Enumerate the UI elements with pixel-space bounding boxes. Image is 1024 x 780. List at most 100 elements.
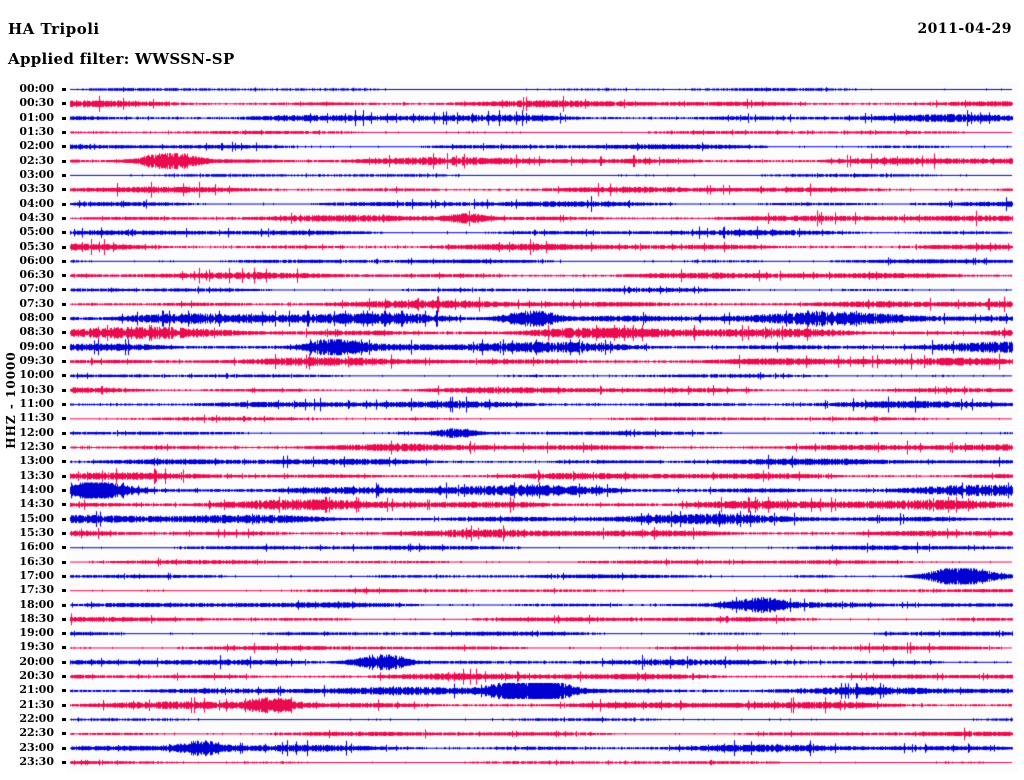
row-tick-mark	[62, 145, 66, 149]
time-axis-label: 18:00	[19, 597, 54, 611]
row-tick-mark	[62, 474, 66, 478]
row-tick-mark	[62, 274, 66, 278]
row-tick-mark	[62, 732, 66, 736]
row-tick-mark	[62, 88, 66, 91]
row-tick-mark	[62, 446, 66, 449]
time-axis-label: 05:00	[19, 225, 54, 239]
time-axis-label: 13:00	[19, 454, 54, 468]
row-tick-mark	[62, 317, 66, 321]
row-tick-mark	[62, 718, 66, 722]
time-axis-label: 09:30	[19, 354, 54, 368]
row-tick-mark	[62, 503, 66, 507]
time-axis-label: 04:00	[19, 196, 54, 210]
time-axis-label: 17:30	[19, 583, 54, 597]
time-axis-label: 11:00	[19, 397, 54, 411]
time-axis-label: 21:00	[19, 683, 54, 697]
row-tick-mark	[62, 589, 66, 593]
row-tick-mark	[62, 531, 66, 535]
time-axis-label: 16:00	[19, 540, 54, 554]
time-axis-label: 20:00	[19, 654, 54, 668]
time-axis-label: 23:00	[19, 740, 54, 754]
time-axis-label: 14:30	[19, 497, 54, 511]
row-tick-mark	[62, 245, 66, 249]
time-axis-label: 01:30	[19, 124, 54, 138]
row-tick-mark	[62, 102, 66, 106]
time-axis-label: 06:00	[19, 253, 54, 267]
row-tick-mark	[62, 460, 66, 464]
row-tick-mark	[62, 660, 66, 664]
row-tick-mark	[62, 403, 66, 407]
time-axis-label: 00:00	[19, 82, 54, 95]
row-tick-mark	[62, 761, 66, 765]
time-axis-label: 08:00	[19, 311, 54, 325]
row-tick-mark	[62, 574, 66, 578]
time-axis-label: 10:00	[19, 368, 54, 382]
time-axis-label: 11:30	[19, 411, 54, 425]
row-tick-mark	[62, 560, 66, 564]
time-axis-label: 23:30	[19, 755, 54, 769]
time-axis-label: 19:00	[19, 626, 54, 640]
row-tick-mark	[62, 388, 66, 392]
time-axis-label: 05:30	[19, 239, 54, 253]
time-axis-label: 09:00	[19, 339, 54, 353]
row-tick-mark	[62, 116, 66, 120]
row-tick-mark	[62, 188, 66, 192]
time-axis-label: 10:30	[19, 382, 54, 396]
time-axis-label: 07:30	[19, 296, 54, 310]
row-tick-mark	[62, 259, 66, 263]
time-axis-label: 15:30	[19, 525, 54, 539]
time-axis-label: 14:00	[19, 482, 54, 496]
row-tick-mark	[62, 202, 66, 206]
row-tick-mark	[62, 130, 66, 134]
time-axis-label: 03:00	[19, 167, 54, 181]
row-tick-mark	[62, 345, 66, 349]
time-axis-label: 03:30	[19, 182, 54, 196]
row-tick-mark	[62, 517, 66, 521]
row-tick-mark	[62, 331, 66, 335]
row-tick-mark	[62, 746, 66, 750]
time-axis-label: 17:00	[19, 568, 54, 582]
time-axis-label: 22:30	[19, 726, 54, 740]
row-tick-mark	[62, 675, 66, 679]
page-title: HA Tripoli	[8, 20, 100, 38]
time-axis-label: 15:00	[19, 511, 54, 525]
row-tick-mark	[62, 302, 66, 306]
row-tick-mark	[62, 689, 66, 693]
row-tick-mark	[62, 360, 66, 364]
time-axis-label: 02:30	[19, 153, 54, 167]
time-axis-label: 16:30	[19, 554, 54, 568]
time-axis-label: 12:30	[19, 440, 54, 453]
row-tick-mark	[62, 288, 66, 292]
time-axis-label: 12:00	[19, 425, 54, 439]
time-axis-label: 00:30	[19, 96, 54, 110]
time-axis-label: 02:00	[19, 139, 54, 153]
time-axis-label: 21:30	[19, 697, 54, 711]
row-tick-mark	[62, 417, 66, 421]
time-axis-label: 01:00	[19, 110, 54, 124]
time-axis-label: 22:00	[19, 712, 54, 726]
time-axis-label: 19:30	[19, 640, 54, 654]
time-axis-label: 20:30	[19, 669, 54, 683]
row-tick-mark	[62, 488, 66, 492]
time-axis-label: 18:30	[19, 611, 54, 625]
time-axis-label: 13:30	[19, 468, 54, 482]
row-tick-mark	[62, 173, 66, 177]
row-tick-mark	[62, 231, 66, 235]
row-tick-mark	[62, 646, 66, 650]
time-axis-label: 06:30	[19, 268, 54, 282]
row-tick-mark	[62, 374, 66, 378]
time-axis-label: 07:00	[19, 282, 54, 296]
time-axis-label: 04:30	[19, 210, 54, 224]
row-tick-mark	[62, 617, 66, 621]
time-axis: 00:00 00:30 01:00 01:30 02:00 02:30 03:00 03:30…	[0, 82, 66, 772]
row-tick-mark	[62, 431, 66, 435]
row-tick-mark	[62, 546, 66, 550]
row-tick-mark	[62, 603, 66, 607]
row-tick-mark	[62, 159, 66, 163]
row-tick-mark	[62, 632, 66, 636]
time-axis-label: 08:30	[19, 325, 54, 339]
row-tick-mark	[62, 703, 66, 707]
row-tick-mark	[62, 216, 66, 220]
